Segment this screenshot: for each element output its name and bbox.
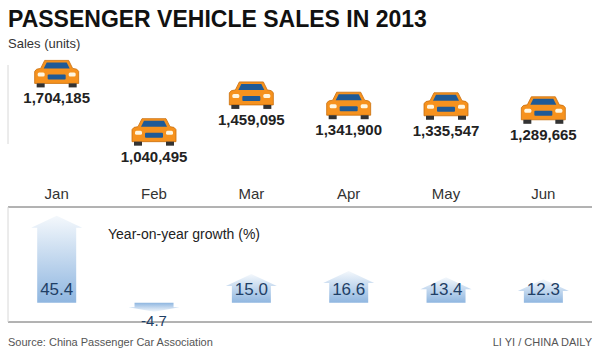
svg-text:12.3: 12.3: [527, 280, 560, 299]
svg-text:1,040,495: 1,040,495: [121, 148, 188, 165]
svg-text:1,704,185: 1,704,185: [23, 89, 90, 106]
svg-text:13.4: 13.4: [429, 280, 462, 299]
svg-text:1,289,665: 1,289,665: [510, 126, 577, 143]
html-text:Year-on-year growth (%): Year-on-year growth (%): [108, 226, 260, 242]
svg-text:Mar: Mar: [238, 185, 264, 202]
svg-text:1,341,900: 1,341,900: [315, 121, 382, 138]
svg-text:1,459,095: 1,459,095: [218, 111, 285, 128]
html-text:Sales (units): Sales (units): [8, 36, 81, 51]
svg-text:1,335,547: 1,335,547: [413, 122, 480, 139]
svg-text:Jun: Jun: [531, 185, 555, 202]
svg-text:Feb: Feb: [141, 185, 167, 202]
svg-text:45.4: 45.4: [40, 280, 73, 299]
svg-text:Apr: Apr: [337, 185, 360, 202]
svg-text:May: May: [432, 185, 461, 202]
svg-text:Jan: Jan: [45, 185, 69, 202]
html-text:LI YI / CHINA DAILY: LI YI / CHINA DAILY: [492, 336, 592, 348]
html-text:Source: China Passenger Car As: Source: China Passenger Car Association: [8, 336, 213, 348]
html-text:PASSENGER VEHICLE SALES IN 201: PASSENGER VEHICLE SALES IN 2013: [8, 6, 427, 32]
svg-text:15.0: 15.0: [235, 280, 268, 299]
svg-text:16.6: 16.6: [332, 280, 365, 299]
svg-text:-4.7: -4.7: [141, 312, 167, 329]
